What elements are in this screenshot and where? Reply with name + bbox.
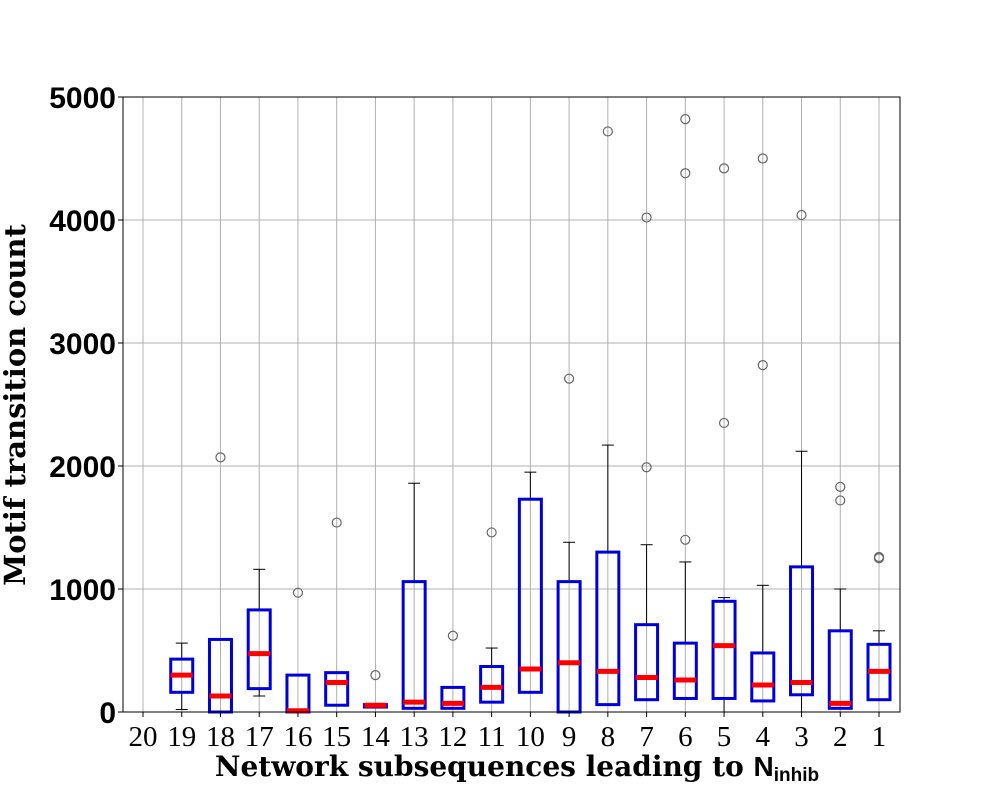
y-tick-label: 1000	[49, 574, 116, 607]
box	[672, 641, 698, 700]
outlier-point	[718, 163, 730, 174]
outlier-point	[602, 126, 613, 137]
x-tick-label: 18	[206, 721, 235, 753]
x-axis-label-subscript: inhib	[774, 765, 819, 786]
x-tick-label: 14	[361, 721, 391, 753]
boxes	[169, 114, 892, 714]
box-group	[246, 568, 272, 697]
outlier-point	[370, 669, 381, 681]
y-ticks: 0 1000 2000 3000 4000 5000	[49, 82, 123, 730]
x-tick-label: 17	[245, 721, 274, 753]
box	[440, 685, 466, 710]
x-axis-label: Network subsequences leading to Ninhib	[215, 750, 819, 786]
x-axis-label-symbol: N	[754, 751, 774, 782]
outlier-point	[447, 630, 458, 641]
outlier-point	[835, 495, 846, 506]
box-group	[866, 551, 892, 702]
box-group	[479, 527, 505, 704]
box	[750, 651, 776, 703]
x-tick-label: 4	[756, 721, 771, 753]
y-axis-label: Motif transition count	[0, 223, 32, 585]
x-tick-label: 16	[283, 721, 312, 753]
x-tick-label: 19	[167, 721, 196, 753]
outlier-point	[215, 452, 226, 463]
box	[634, 623, 660, 702]
outlier-point	[486, 527, 497, 538]
x-tick-label: 10	[516, 721, 545, 753]
box-group	[517, 471, 543, 694]
x-tick-label: 11	[478, 721, 506, 753]
y-tick-label: 0	[99, 697, 116, 730]
box-group	[750, 153, 776, 703]
box-group	[789, 209, 815, 713]
x-tick-label: 1	[872, 721, 887, 753]
x-tick-label: 7	[639, 721, 654, 753]
box	[827, 629, 853, 710]
outlier-point	[331, 517, 342, 528]
y-tick-label: 2000	[49, 451, 116, 484]
y-tick-label: 5000	[49, 82, 116, 115]
box-group	[634, 212, 660, 702]
outlier-point	[718, 417, 730, 429]
x-tick-label: 6	[678, 721, 693, 753]
x-tick-label: 9	[562, 721, 577, 753]
box-group	[827, 481, 853, 710]
outlier-point	[564, 373, 575, 384]
x-tick-label: 3	[794, 721, 809, 753]
box-group	[362, 669, 388, 709]
box-group	[169, 642, 195, 711]
x-tick-label: 2	[833, 721, 848, 753]
x-tick-label: 5	[717, 721, 732, 753]
x-tick-label: 12	[438, 721, 467, 753]
x-tick-label: 8	[601, 721, 616, 753]
x-tick-label: 15	[322, 721, 351, 753]
outlier-point	[641, 462, 652, 473]
y-tick-label: 4000	[49, 205, 116, 238]
box	[595, 550, 621, 707]
outlier-point	[680, 168, 691, 179]
outlier-point	[292, 587, 304, 598]
x-tick-label: 20	[129, 721, 158, 753]
box-group	[401, 482, 427, 710]
box	[711, 599, 737, 700]
box	[246, 608, 272, 691]
box	[479, 664, 505, 704]
x-ticks: 20 19 18 17 16 15 14 13 12 11 10 9 8 7 6 5 4 3 2 1	[129, 712, 887, 753]
box	[517, 497, 543, 694]
box-group	[595, 126, 621, 707]
outlier-point	[796, 209, 807, 221]
plot-frame	[122, 96, 901, 713]
outlier-point	[680, 534, 691, 545]
box-group	[440, 630, 466, 710]
box	[324, 671, 350, 707]
box-group	[711, 163, 737, 713]
outlier-point	[835, 481, 846, 493]
x-axis-label-text: Network subsequences leading to	[215, 750, 754, 783]
outlier-point	[680, 114, 691, 125]
box	[401, 580, 427, 710]
grid	[123, 96, 900, 713]
box-group	[324, 517, 350, 707]
outlier-point	[641, 212, 652, 223]
box-group	[672, 114, 698, 700]
outlier-point	[757, 153, 768, 164]
x-tick-label: 13	[400, 721, 429, 753]
y-tick-label: 3000	[49, 328, 116, 361]
outlier-point	[873, 551, 885, 563]
outlier-point	[757, 360, 768, 371]
box	[789, 565, 815, 697]
